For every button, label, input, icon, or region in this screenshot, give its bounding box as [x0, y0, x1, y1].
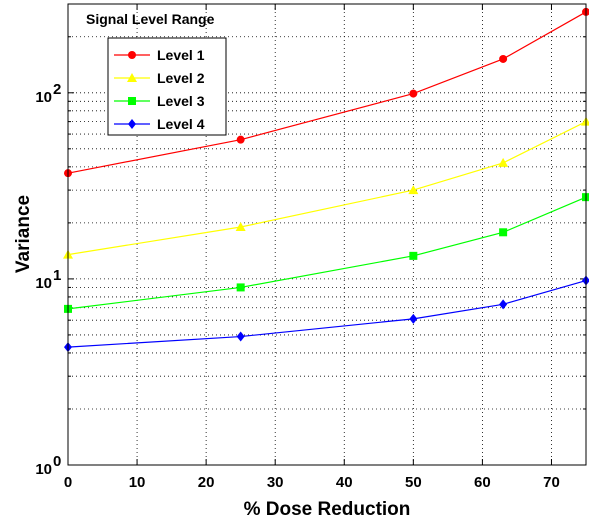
legend-box — [107, 37, 227, 136]
x-tick-label: 40 — [336, 474, 353, 491]
y-tick-label: 10 — [35, 275, 52, 292]
x-tick-label: 70 — [543, 474, 560, 491]
x-tick-label: 10 — [129, 474, 146, 491]
marker-square — [409, 251, 418, 260]
y-tick-exponent: 2 — [53, 81, 61, 98]
x-tick-label: 0 — [64, 474, 72, 491]
marker-circle — [409, 89, 418, 98]
x-tick-label: 60 — [474, 474, 491, 491]
marker-circle — [128, 51, 136, 59]
marker-triangle — [127, 73, 137, 82]
plot-frame — [67, 3, 587, 466]
legend-item: Level 1 — [114, 47, 205, 63]
marker-triangle — [498, 157, 509, 167]
legend-items: Level 1 Level 2 Level 3 Level 4 — [114, 47, 205, 132]
legend-title: Signal Level Range — [86, 11, 215, 27]
marker-triangle — [235, 222, 246, 232]
y-tick-exponent: 0 — [53, 453, 61, 470]
legend-label: Level 4 — [157, 116, 205, 132]
marker-triangle — [581, 116, 589, 126]
marker-triangle — [408, 185, 419, 195]
series-level-2 — [63, 116, 589, 259]
marker-circle — [236, 135, 245, 144]
marker-diamond — [409, 313, 418, 324]
legend-label: Level 3 — [157, 93, 205, 109]
legend-label: Level 2 — [157, 70, 205, 86]
series-group — [63, 7, 589, 353]
y-tick-label: 10 — [35, 89, 52, 106]
y-tick-exponent: 1 — [53, 267, 61, 284]
x-axis-label: % Dose Reduction — [244, 499, 411, 520]
marker-diamond — [499, 299, 508, 310]
legend-label: Level 1 — [157, 47, 205, 63]
legend-item: Level 3 — [114, 93, 205, 109]
marker-circle — [499, 54, 508, 63]
legend: Signal Level Range Level 1 Level 2 Level 3… — [86, 11, 227, 136]
y-axis-label: Variance — [13, 195, 34, 273]
marker-square — [128, 97, 136, 105]
x-tick-label: 20 — [198, 474, 215, 491]
y-tick-label: 10 — [35, 461, 52, 478]
marker-diamond — [128, 119, 136, 129]
marker-square — [236, 283, 245, 292]
marker-diamond — [236, 331, 245, 342]
x-tick-labels: 0 10 20 30 40 50 60 70 — [64, 474, 560, 491]
legend-item: Level 2 — [114, 70, 205, 86]
x-tick-label: 30 — [267, 474, 284, 491]
marker-square — [499, 228, 508, 237]
legend-item: Level 4 — [114, 116, 205, 132]
series-level-1 — [64, 7, 589, 178]
x-tick-label: 50 — [405, 474, 422, 491]
